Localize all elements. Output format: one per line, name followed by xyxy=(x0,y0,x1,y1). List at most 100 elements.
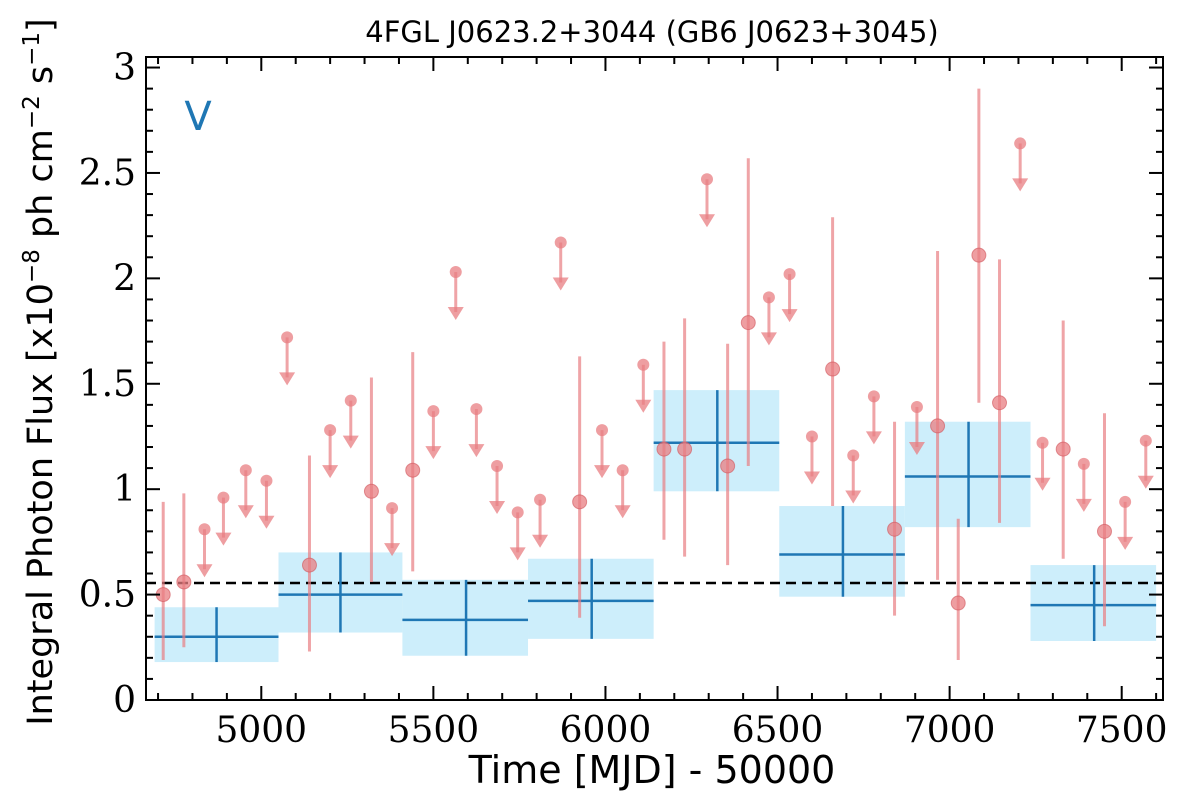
upper-limit-point xyxy=(217,491,230,504)
upper-limit-point xyxy=(324,424,337,437)
monthly-detection-point xyxy=(720,458,736,474)
monthly-detection-point xyxy=(930,418,946,434)
upper-limit-point xyxy=(1119,495,1132,508)
upper-limit-point xyxy=(470,403,483,416)
y-tick-label: 0.5 xyxy=(79,575,136,616)
x-tick-label: 6500 xyxy=(732,710,824,751)
monthly-detection-point xyxy=(301,557,317,573)
upper-limit-arrow xyxy=(447,307,464,321)
x-tick-label: 6000 xyxy=(560,710,652,751)
monthly-detection-point xyxy=(825,361,841,377)
upper-limit-arrow xyxy=(760,332,777,346)
monthly-detection-point xyxy=(740,315,756,331)
yearly-bin-lines xyxy=(154,390,1157,663)
upper-limit-arrow xyxy=(803,471,820,485)
upper-limit-arrow xyxy=(468,444,485,458)
upper-limit-point xyxy=(805,430,818,443)
upper-limit-point xyxy=(344,394,357,407)
upper-limit-arrow xyxy=(698,214,715,228)
y-axis-label: Integral Photon Flux [x10−8 ph cm−2 s−1] xyxy=(19,18,61,725)
y-tick-label: 1 xyxy=(113,469,136,510)
upper-limit-point xyxy=(491,459,504,472)
monthly-detection-point xyxy=(176,574,192,590)
upper-limit-point xyxy=(700,173,713,186)
monthly-detection-point xyxy=(363,483,379,499)
upper-limit-point xyxy=(534,493,547,506)
upper-limit-point xyxy=(596,424,609,437)
upper-limit-arrow xyxy=(489,500,506,514)
monthly-detection-point xyxy=(971,247,987,263)
upper-limit-arrow xyxy=(237,505,254,519)
y-axis-label-exponent: −2 xyxy=(19,95,45,129)
upper-limit-arrow xyxy=(594,465,611,479)
upper-limit-point xyxy=(386,502,399,515)
upper-limit-point xyxy=(198,523,211,536)
upper-limit-point xyxy=(783,268,796,281)
monthly-detection-point xyxy=(950,595,966,611)
upper-limit-point xyxy=(867,390,880,403)
upper-limit-point xyxy=(1036,436,1049,449)
upper-limit-arrow xyxy=(215,532,232,546)
y-axis-label-exponent: −8 xyxy=(19,249,45,283)
upper-limit-point xyxy=(847,449,860,462)
upper-limit-point xyxy=(239,464,252,477)
upper-limit-arrow xyxy=(1137,475,1154,489)
y-axis-label-part: ] xyxy=(21,18,61,32)
monthly-detection-point xyxy=(887,521,903,537)
y-tick-label: 3 xyxy=(113,48,136,89)
upper-limit-point xyxy=(1014,137,1027,150)
upper-limit-arrow xyxy=(342,435,359,449)
upper-limit-arrow xyxy=(845,490,862,504)
plot-frame xyxy=(145,56,1164,701)
upper-limit-arrow xyxy=(322,465,339,479)
upper-limit-arrow xyxy=(1075,498,1092,512)
x-axis-label: Time [MJD] - 50000 xyxy=(468,748,836,792)
chart-title: 4FGL J0623.2+3044 (GB6 J0623+3045) xyxy=(365,15,938,49)
y-tick-label: 2 xyxy=(113,258,136,299)
monthly-detection-point xyxy=(677,441,693,457)
upper-limit-arrow xyxy=(865,431,882,445)
y-tick-label: 0 xyxy=(113,680,136,721)
upper-limit-arrow xyxy=(384,543,401,557)
upper-limit-arrow xyxy=(635,399,652,413)
upper-limit-arrow xyxy=(1117,536,1134,550)
upper-limit-point xyxy=(511,506,524,519)
monthly-detection-point xyxy=(405,462,421,478)
upper-limit-point xyxy=(449,266,462,279)
panel-label: V xyxy=(184,94,212,140)
axis-ticks: 5000 5500 6000 6500 7000 7500 0 0.5 1 1.5 2 2.5 3 xyxy=(79,48,1168,751)
yearly-bands xyxy=(154,390,1157,663)
axes-frame xyxy=(145,56,1164,701)
y-axis-label-part: ph cm xyxy=(21,129,61,249)
upper-limit-point xyxy=(616,464,629,477)
upper-limit-arrow xyxy=(1012,178,1029,192)
upper-limit-arrow xyxy=(781,309,798,323)
upper-limit-arrow xyxy=(425,446,442,460)
upper-limit-point xyxy=(554,236,567,249)
upper-limit-point xyxy=(1077,457,1090,470)
y-tick-label: 1.5 xyxy=(79,364,136,405)
upper-limit-arrow xyxy=(196,564,213,578)
upper-limit-point xyxy=(910,400,923,413)
y-tick-label: 2.5 xyxy=(79,153,136,194)
upper-limit-point xyxy=(762,291,775,304)
upper-limit-point xyxy=(260,474,273,487)
x-tick-label: 5500 xyxy=(388,710,480,751)
upper-limit-arrow xyxy=(509,547,526,561)
monthly-detection-point xyxy=(572,494,588,510)
upper-limit-point xyxy=(637,358,650,371)
upper-limit-point xyxy=(1139,434,1152,447)
y-axis-label-exponent: −1 xyxy=(19,32,45,66)
x-tick-label: 7000 xyxy=(904,710,996,751)
monthly-detection-point xyxy=(1096,523,1112,539)
x-tick-label: 5000 xyxy=(215,710,307,751)
upper-limit-arrow xyxy=(1034,477,1051,491)
upper-limit-point xyxy=(427,405,440,418)
upper-limit-point xyxy=(281,331,294,344)
monthly-detection-point xyxy=(992,395,1008,411)
upper-limit-arrow xyxy=(552,277,569,291)
monthly-points xyxy=(155,88,1154,660)
upper-limit-arrow xyxy=(258,515,275,529)
monthly-detection-point xyxy=(656,441,672,457)
